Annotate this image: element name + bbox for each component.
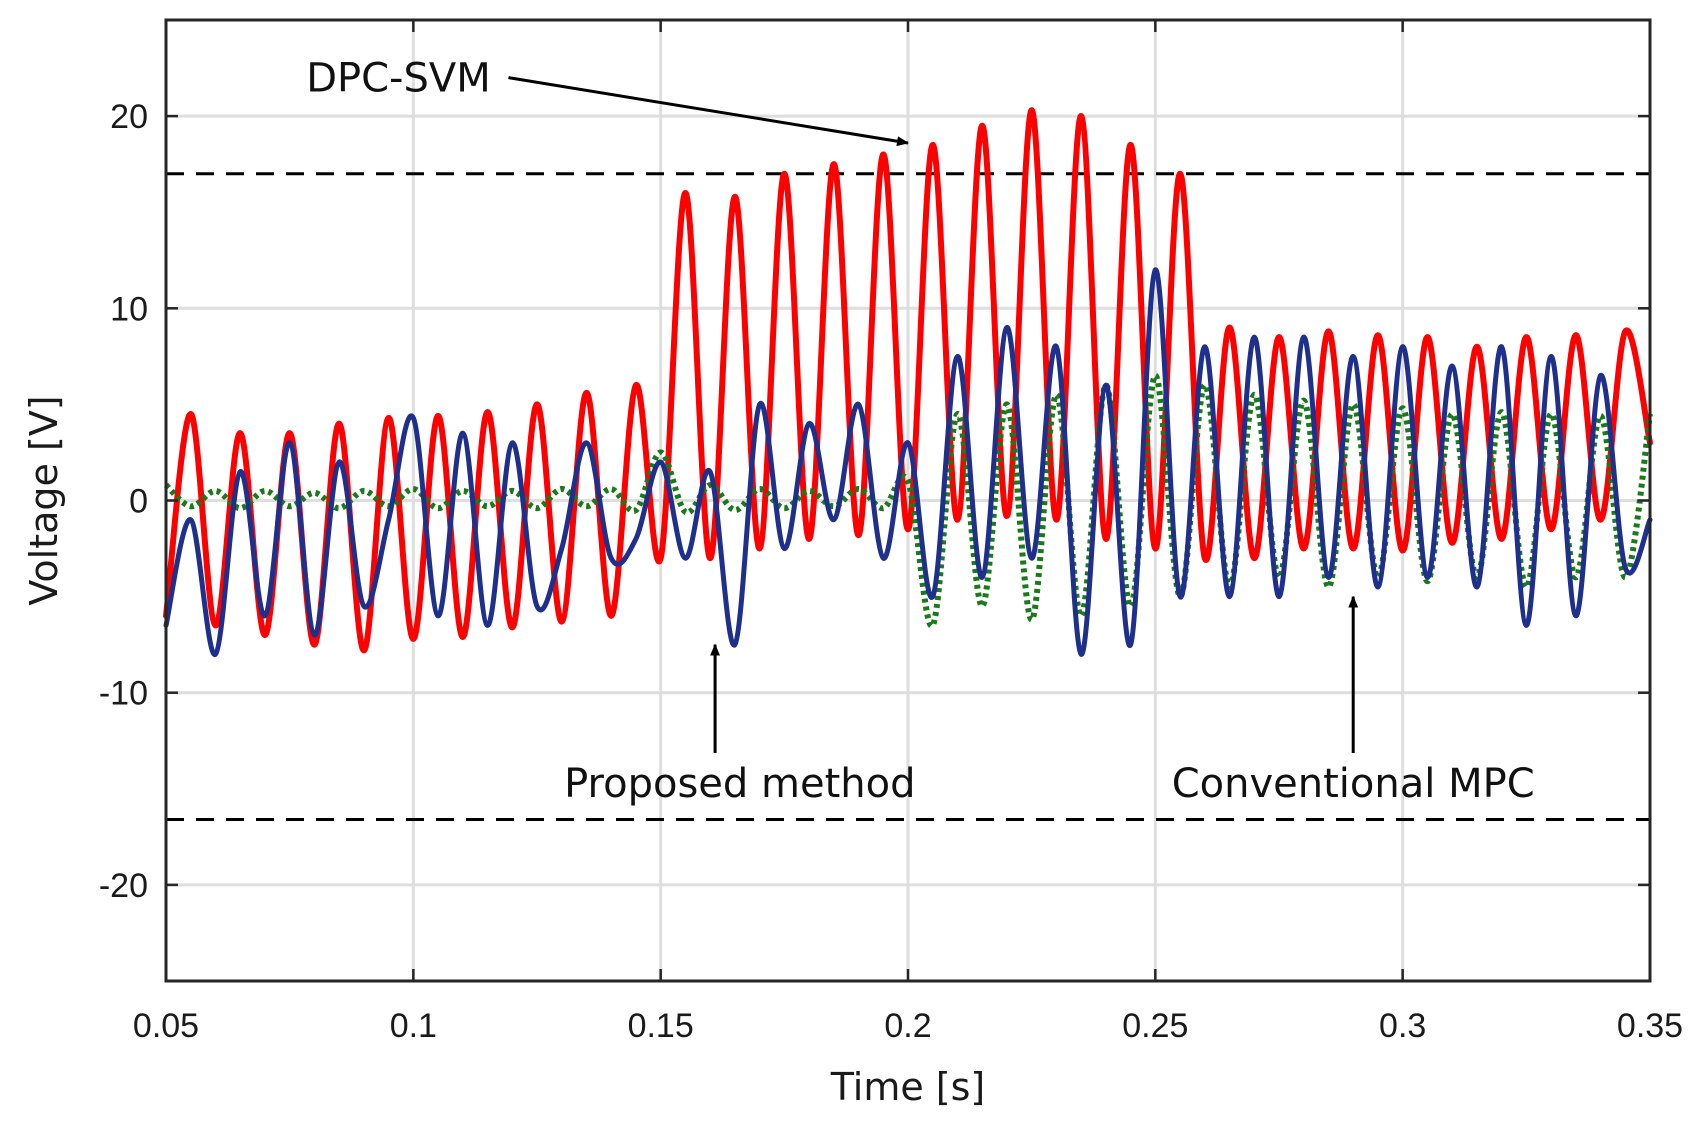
series-proposed-method — [163, 267, 1653, 657]
y-axis-label: Voltage [V] — [22, 395, 66, 605]
y-tick-label: 20 — [110, 98, 148, 136]
x-tick-label: 0.15 — [628, 1007, 694, 1045]
annotations: DPC-SVM Proposed method Conventional MPC — [306, 56, 1534, 807]
annotation-dpc-svm-arrow — [508, 76, 909, 147]
y-tick-label: 0 — [129, 483, 148, 521]
grid — [164, 20, 1652, 981]
y-tick-label: -20 — [99, 867, 148, 905]
annotation-dpc-svm-label: DPC-SVM — [306, 56, 491, 102]
x-tick-labels: 0.05 0.1 0.15 0.2 0.25 0.3 0.35 — [133, 1007, 1683, 1045]
x-tick-label: 0.3 — [1379, 1007, 1426, 1045]
tick-marks — [164, 20, 1652, 981]
annotation-proposed-method-label: Proposed method — [564, 761, 915, 807]
x-axis-label: Time [s] — [830, 1065, 986, 1109]
x-tick-label: 0.2 — [884, 1007, 931, 1045]
annotation-conventional-mpc-label: Conventional MPC — [1172, 761, 1535, 807]
x-tick-label: 0.1 — [390, 1007, 437, 1045]
y-tick-label: 10 — [110, 290, 148, 328]
x-tick-label: 0.25 — [1122, 1007, 1188, 1045]
y-tick-label: -10 — [99, 675, 148, 713]
x-tick-label: 0.05 — [133, 1007, 199, 1045]
y-tick-labels: -20 -10 0 10 20 — [99, 98, 148, 905]
limit-lines — [166, 172, 1650, 822]
series-group — [163, 107, 1653, 657]
series-conventional-mpc — [163, 372, 1653, 629]
x-tick-label: 0.35 — [1617, 1007, 1683, 1045]
